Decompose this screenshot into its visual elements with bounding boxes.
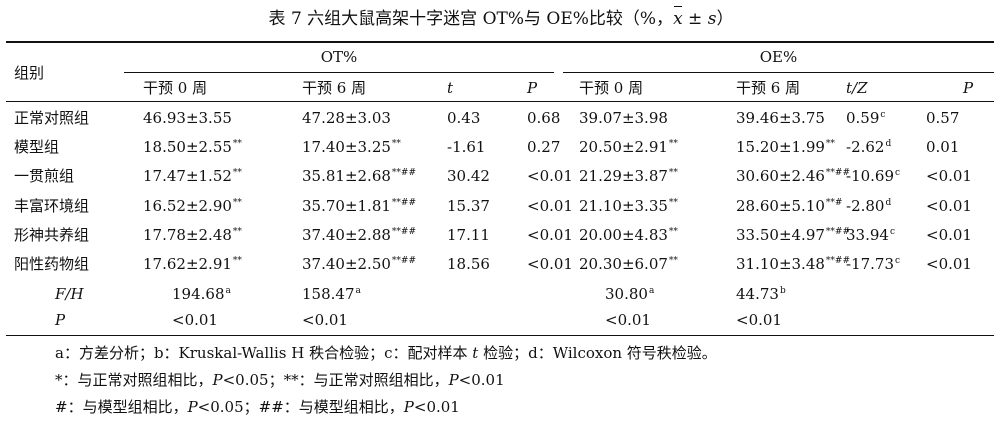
cell-ot-t: 18.56 — [447, 255, 490, 273]
cell-ot-p: <0.01 — [527, 255, 573, 273]
header-oe-p: P — [963, 79, 974, 97]
cell-oe-tz: -2.80d — [846, 196, 892, 215]
header-ot-p: P — [527, 79, 538, 97]
footnote-star: *：与正常对照组相比，P<0.05；**：与正常对照组相比，P<0.01 — [55, 371, 505, 389]
cell-oe-p: <0.01 — [926, 225, 972, 244]
cell-ot-t: -1.61 — [447, 138, 486, 157]
cell-ot-week6: 37.40±2.50**## — [302, 255, 417, 273]
cell-group: 模型组 — [14, 138, 60, 157]
bottom-rule — [6, 335, 994, 336]
cell-group: 正常对照组 — [14, 109, 90, 127]
cell-oe-week6: 31.10±3.48**## — [736, 255, 851, 273]
fh-ot0: 194.68a — [172, 285, 231, 303]
cell-oe-tz: -17.73c — [846, 255, 901, 273]
cell-oe-week0: 39.07±3.98 — [579, 109, 668, 127]
cell-ot-t: 0.43 — [447, 109, 481, 127]
cell-ot-week0: 17.62±2.91** — [143, 255, 242, 273]
cell-oe-week6: 30.60±2.46**## — [736, 167, 851, 186]
title-xbar: x — [673, 4, 683, 34]
cell-group: 一贯煎组 — [14, 167, 75, 186]
cell-ot-week0: 17.47±1.52** — [143, 167, 242, 186]
cell-oe-week6: 28.60±5.10**# — [736, 196, 843, 215]
footnote-hash: #：与模型组相比，P<0.05；##：与模型组相比，P<0.01 — [55, 398, 460, 416]
header-group: 组别 — [14, 64, 45, 82]
cell-ot-t: 30.42 — [447, 167, 490, 186]
cell-ot-p: 0.68 — [527, 109, 561, 127]
cell-group: 丰富环境组 — [14, 196, 90, 215]
cell-ot-p: <0.01 — [527, 196, 573, 215]
title-suffix: ） — [716, 9, 734, 29]
cell-oe-p: 0.57 — [926, 109, 960, 127]
cell-ot-week6: 35.81±2.68**## — [302, 167, 417, 186]
cell-ot-week0: 17.78±2.48** — [143, 225, 242, 244]
header-ot: OT% — [320, 48, 358, 66]
cell-oe-week0: 20.30±6.07** — [579, 255, 678, 273]
cell-oe-p: <0.01 — [926, 196, 972, 215]
header-oe-tz: t/Z — [846, 79, 868, 97]
cell-oe-tz: 0.59c — [846, 109, 886, 127]
cell-ot-week0: 18.50±2.55** — [143, 138, 242, 157]
table-title: 表 7 六组大鼠高架十字迷宫 OT%与 OE%比较（%，x ± s） — [0, 4, 1002, 34]
cell-ot-t: 17.11 — [447, 225, 490, 244]
fh-label: F/H — [55, 285, 84, 303]
cell-ot-week6: 37.40±2.88**## — [302, 225, 417, 244]
footnote-tests: a：方差分析；b：Kruskal-Wallis H 秩合检验；c：配对样本 t … — [55, 344, 717, 362]
cell-oe-week0: 21.29±3.87** — [579, 167, 678, 186]
cell-oe-week0: 21.10±3.35** — [579, 196, 678, 215]
header-oe-week0: 干预 0 周 — [579, 79, 644, 97]
cell-oe-week0: 20.00±4.83** — [579, 225, 678, 244]
cell-oe-p: <0.01 — [926, 167, 972, 186]
cell-group: 阳性药物组 — [14, 255, 90, 273]
header-oe: OE% — [759, 48, 798, 66]
p-ot0: <0.01 — [172, 311, 218, 329]
cell-oe-week0: 20.50±2.91** — [579, 138, 678, 157]
header-rule — [6, 101, 994, 102]
cell-ot-p: <0.01 — [527, 167, 573, 186]
cell-oe-week6: 15.20±1.99** — [736, 138, 835, 157]
cell-ot-p: 0.27 — [527, 138, 561, 157]
cell-ot-t: 15.37 — [447, 196, 490, 215]
p-oe0: <0.01 — [605, 311, 651, 329]
oe-span-rule — [563, 72, 994, 73]
top-rule — [6, 41, 994, 43]
cell-oe-week6: 39.46±3.75 — [736, 109, 825, 127]
cell-oe-tz: 33.94c — [846, 225, 895, 244]
cell-ot-week0: 46.93±3.55 — [143, 109, 232, 127]
fh-oe6: 44.73b — [736, 285, 786, 303]
cell-oe-week6: 33.50±4.97**## — [736, 225, 851, 244]
p-ot6: <0.01 — [302, 311, 348, 329]
p-oe6: <0.01 — [736, 311, 782, 329]
cell-ot-p: <0.01 — [527, 225, 573, 244]
cell-group: 形神共养组 — [14, 225, 90, 244]
fh-ot6: 158.47a — [302, 285, 361, 303]
header-ot-t: t — [447, 79, 454, 97]
fh-oe0: 30.80a — [605, 285, 655, 303]
p-label: P — [55, 311, 66, 329]
title-stat: ± s — [682, 9, 717, 29]
header-ot-week6: 干预 6 周 — [302, 79, 367, 97]
cell-oe-p: 0.01 — [926, 138, 960, 157]
cell-oe-tz: -10.69c — [846, 167, 901, 186]
cell-oe-tz: -2.62d — [846, 138, 892, 157]
cell-ot-week6: 17.40±3.25** — [302, 138, 401, 157]
cell-oe-p: <0.01 — [926, 255, 972, 273]
title-prefix: 表 7 六组大鼠高架十字迷宫 OT%与 OE%比较（%， — [268, 9, 674, 29]
ot-span-rule — [124, 72, 554, 73]
cell-ot-week6: 47.28±3.03 — [302, 109, 391, 127]
header-ot-week0: 干预 0 周 — [143, 79, 208, 97]
cell-ot-week6: 35.70±1.81**## — [302, 196, 417, 215]
cell-ot-week0: 16.52±2.90** — [143, 196, 242, 215]
header-oe-week6: 干预 6 周 — [736, 79, 801, 97]
